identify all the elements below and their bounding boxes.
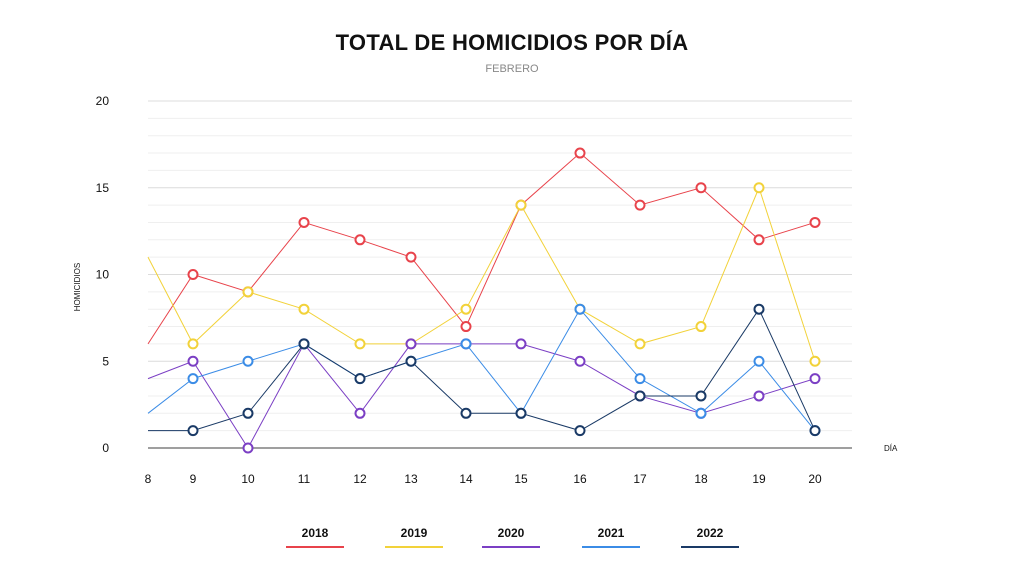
data-point <box>753 182 765 194</box>
x-tick-label: 18 <box>694 472 708 486</box>
y-axis-label: HOMICIDIOS <box>73 263 82 311</box>
data-point <box>460 303 472 315</box>
x-tick-labels: 8 9 10 11 12 13 14 15 16 17 18 19 20 <box>145 472 822 486</box>
data-point <box>460 338 472 350</box>
x-tick-label: 17 <box>633 472 647 486</box>
data-point <box>515 338 527 350</box>
data-point <box>809 425 821 437</box>
data-point <box>187 355 199 367</box>
grid-lines <box>148 100 852 432</box>
legend-swatch <box>582 546 640 548</box>
data-point <box>574 147 586 159</box>
data-point <box>634 199 646 211</box>
data-point <box>242 407 254 419</box>
legend-label: 2018 <box>301 526 329 540</box>
series-group <box>147 147 821 454</box>
data-point <box>298 338 310 350</box>
data-point <box>574 425 586 437</box>
data-point <box>242 355 254 367</box>
chart-subtitle: FEBRERO <box>485 63 539 75</box>
data-point <box>354 338 366 350</box>
x-tick-label: 12 <box>353 472 367 486</box>
data-point <box>695 321 707 333</box>
x-tick-label: 10 <box>241 472 255 486</box>
data-point <box>187 373 199 385</box>
data-point <box>634 390 646 402</box>
legend-label: 2019 <box>400 526 428 540</box>
data-point <box>405 251 417 263</box>
series-2018 <box>147 147 821 345</box>
data-point <box>187 338 199 350</box>
x-axis-label: DÍA <box>884 444 898 453</box>
legend-item-2018: 2018 <box>286 526 344 548</box>
legend-item-2020: 2020 <box>482 526 540 548</box>
data-point <box>753 355 765 367</box>
data-point <box>695 182 707 194</box>
x-tick-label: 11 <box>298 472 311 486</box>
data-point <box>187 425 199 437</box>
data-point <box>515 199 527 211</box>
data-point <box>187 269 199 280</box>
legend-label: 2022 <box>696 526 724 540</box>
y-tick-label: 10 <box>96 268 110 282</box>
legend-item-2022: 2022 <box>681 526 739 548</box>
legend: 2018 2019 2020 2021 2022 <box>0 526 1024 556</box>
data-point <box>298 303 310 315</box>
series-line <box>147 152 816 345</box>
data-point <box>242 442 254 454</box>
y-tick-label: 0 <box>102 441 109 455</box>
data-point <box>753 303 765 315</box>
data-point <box>753 390 765 402</box>
data-point <box>634 338 646 350</box>
legend-swatch <box>681 546 739 548</box>
data-point <box>460 321 472 333</box>
data-point <box>695 390 707 402</box>
data-point <box>574 303 586 315</box>
data-point <box>695 407 707 419</box>
x-tick-label: 9 <box>190 472 197 486</box>
legend-label: 2020 <box>497 526 525 540</box>
x-tick-label: 13 <box>404 472 418 486</box>
x-tick-label: 14 <box>459 472 473 486</box>
legend-item-2021: 2021 <box>582 526 640 548</box>
data-point <box>354 373 366 385</box>
chart-title: TOTAL DE HOMICIDIOS POR DÍA <box>335 30 689 55</box>
legend-label: 2021 <box>597 526 625 540</box>
data-point <box>634 373 646 385</box>
y-tick-label: 15 <box>96 181 110 195</box>
legend-item-2019: 2019 <box>385 526 443 548</box>
data-point <box>354 234 366 246</box>
y-tick-label: 5 <box>102 354 109 368</box>
data-point <box>242 286 254 298</box>
legend-swatch <box>482 546 540 548</box>
data-point <box>809 216 821 228</box>
y-tick-labels: 0 5 10 15 20 <box>96 94 110 455</box>
data-point <box>515 407 527 419</box>
data-point <box>809 373 821 385</box>
x-tick-label: 8 <box>145 472 152 486</box>
legend-swatch <box>286 546 344 548</box>
data-point <box>405 355 417 367</box>
x-tick-label: 15 <box>514 472 528 486</box>
data-point <box>753 234 765 246</box>
x-tick-label: 19 <box>752 472 766 486</box>
data-point <box>460 407 472 419</box>
x-tick-label: 20 <box>808 472 822 486</box>
data-point <box>354 407 366 419</box>
data-point <box>405 338 417 350</box>
data-point <box>298 216 310 228</box>
x-tick-label: 16 <box>573 472 587 486</box>
data-point <box>574 355 586 367</box>
legend-swatch <box>385 546 443 548</box>
data-point <box>809 355 821 367</box>
series-2022 <box>148 303 821 437</box>
y-tick-label: 20 <box>96 94 110 108</box>
